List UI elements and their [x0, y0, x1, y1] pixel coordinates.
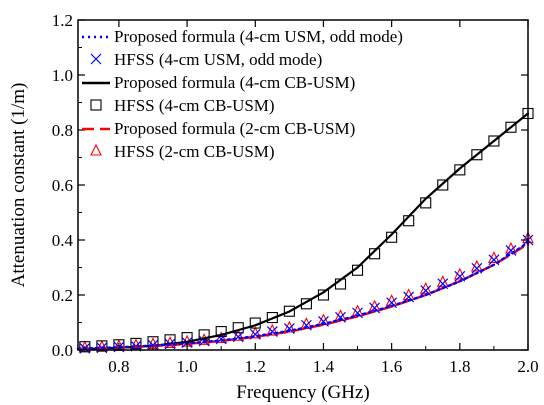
y-tick-label: 0.4 [52, 231, 74, 250]
legend-swatch [90, 53, 102, 65]
data-point [437, 278, 449, 290]
x-tick-label: 1.0 [176, 357, 197, 376]
legend-label: Proposed formula (2-cm CB-USM) [114, 119, 355, 138]
legend: Proposed formula (4-cm USM, odd mode) HFS… [82, 27, 403, 161]
legend-item-0: Proposed formula (4-cm USM, odd mode) [82, 27, 403, 46]
series-line-4 [76, 242, 530, 351]
data-point [505, 121, 517, 133]
plot-area [76, 107, 534, 354]
data-point [215, 326, 227, 338]
legend-label: HFSS (4-cm CB-USM) [114, 96, 275, 115]
data-point [437, 179, 449, 191]
x-tick-label: 0.8 [108, 357, 129, 376]
data-point [436, 275, 449, 287]
data-point [283, 305, 295, 317]
legend-label: Proposed formula (4-cm USM, odd mode) [114, 27, 403, 46]
legend-item-3: HFSS (4-cm CB-USM) [90, 96, 275, 115]
axis-ticks: 0.8 1.0 1.2 1.4 1.6 1.8 2.0 0.0 0.2 0.4 0.6 0.8 1.0 1… [52, 11, 539, 376]
plot-frame [77, 19, 529, 351]
data-point [79, 341, 91, 353]
x-tick-label: 1.8 [449, 357, 470, 376]
legend-label: Proposed formula (4-cm CB-USM) [114, 73, 355, 92]
series-line-0 [76, 241, 530, 350]
data-point [471, 149, 483, 161]
y-tick-label: 0.2 [52, 286, 73, 305]
data-point [232, 329, 245, 341]
data-point [419, 281, 432, 294]
y-axis-label: Attenuation constant (1/m) [8, 83, 29, 288]
data-point [368, 299, 381, 312]
x-tick-label: 2.0 [517, 357, 538, 376]
data-point [198, 329, 210, 341]
y-tick-label: 1.2 [52, 11, 73, 30]
data-point [386, 231, 398, 243]
y-tick-label: 0.0 [52, 341, 73, 360]
x-axis-label: Frequency (GHz) [236, 382, 369, 403]
data-point [385, 294, 398, 306]
data-point [232, 331, 244, 343]
y-tick-label: 0.8 [52, 121, 73, 140]
y-tick-label: 1.0 [52, 66, 73, 85]
data-point [470, 259, 483, 272]
data-point [402, 288, 415, 301]
data-point [351, 304, 364, 317]
legend-swatch [90, 99, 102, 111]
x-tick-label: 1.6 [381, 357, 402, 376]
data-point [215, 331, 228, 344]
data-point [488, 135, 500, 147]
data-point [453, 267, 466, 280]
data-point [454, 270, 466, 282]
series-markers-5 [78, 231, 534, 353]
legend-label: HFSS (4-cm USM, odd mode) [114, 50, 322, 69]
series-markers-1 [79, 234, 534, 354]
data-point [454, 164, 466, 176]
data-point [266, 323, 279, 336]
legend-item-4: Proposed formula (2-cm CB-USM) [82, 119, 355, 138]
legend-item-2: Proposed formula (4-cm CB-USM) [82, 73, 355, 92]
data-point [130, 337, 142, 349]
data-point [164, 336, 176, 348]
data-point [249, 326, 262, 339]
data-point [488, 251, 500, 263]
y-tick-label: 0.6 [52, 176, 73, 195]
legend-swatch [90, 143, 102, 156]
legend-label: HFSS (2-cm CB-USM) [114, 142, 275, 161]
x-tick-label: 1.2 [245, 357, 266, 376]
x-tick-label: 1.4 [313, 357, 335, 376]
legend-item-5: HFSS (2-cm CB-USM) [90, 142, 275, 161]
data-point [369, 248, 381, 260]
legend-item-1: HFSS (4-cm USM, odd mode) [90, 50, 322, 69]
data-point [96, 340, 108, 352]
